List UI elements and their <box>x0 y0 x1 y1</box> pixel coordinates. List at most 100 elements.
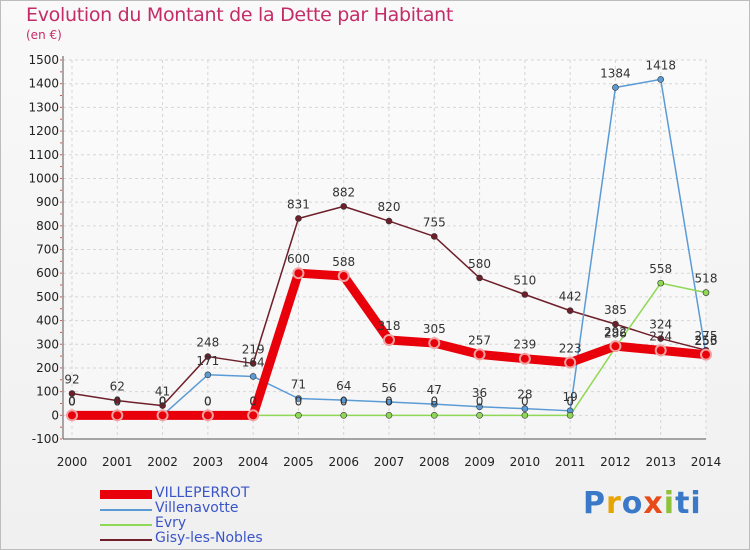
data-point <box>657 76 665 83</box>
legend-label: VILLEPERROT <box>155 485 250 501</box>
y-tick-label: 1400 <box>28 77 59 91</box>
data-label: 255 <box>695 334 718 348</box>
data-point <box>66 409 78 422</box>
data-point <box>518 352 531 365</box>
y-tick-label: 900 <box>36 195 59 209</box>
data-label: 47 <box>427 383 442 397</box>
legend-item: Evry <box>100 515 320 532</box>
x-tick-label: 2002 <box>147 455 178 469</box>
data-label: 0 <box>68 394 76 408</box>
data-point <box>521 291 529 298</box>
data-label: 0 <box>340 394 348 408</box>
data-label: 324 <box>649 318 672 332</box>
data-label: 305 <box>423 322 446 336</box>
x-tick-label: 2008 <box>419 455 450 469</box>
data-label: 518 <box>695 272 718 286</box>
data-label: 510 <box>513 274 536 288</box>
data-point <box>113 397 121 404</box>
data-point <box>473 348 486 361</box>
logo-letter: i <box>690 486 702 521</box>
y-tick-label: 600 <box>36 266 59 280</box>
data-point <box>430 412 438 419</box>
data-label: 92 <box>64 373 79 387</box>
legend-label: Villenavotte <box>155 500 239 516</box>
x-tick-label: 2014 <box>691 455 722 469</box>
y-tick-label: 1500 <box>28 53 59 67</box>
data-label: 0 <box>113 394 121 408</box>
data-label: 318 <box>378 319 401 333</box>
data-label: 36 <box>472 386 487 400</box>
data-point <box>201 409 214 422</box>
y-tick-label: 1300 <box>28 100 59 114</box>
legend-item: VILLEPERROT <box>100 485 320 502</box>
data-point <box>385 398 393 406</box>
data-label: 223 <box>559 341 582 355</box>
data-label: 580 <box>468 257 491 271</box>
x-tick-label: 2007 <box>374 455 405 469</box>
data-point <box>385 412 393 419</box>
y-tick-label: 1100 <box>28 148 59 162</box>
data-label: 0 <box>204 394 212 408</box>
legend-item: Villenavotte <box>100 500 320 517</box>
data-label: 0 <box>249 394 257 408</box>
data-point <box>295 412 302 419</box>
data-label: 219 <box>242 342 265 356</box>
x-tick-label: 2000 <box>57 455 88 469</box>
x-tick-label: 2004 <box>238 455 269 469</box>
data-point <box>612 84 619 91</box>
chart-title: Evolution du Montant de la Dette par Hab… <box>26 4 454 26</box>
data-label: 164 <box>242 355 265 369</box>
data-label: 41 <box>155 385 170 399</box>
data-label: 0 <box>249 394 257 408</box>
data-point <box>521 405 529 412</box>
data-point <box>609 340 622 353</box>
data-label: 19 <box>563 390 578 404</box>
data-label: 831 <box>287 197 310 211</box>
data-label: 0 <box>159 394 167 408</box>
x-tick-label: 2003 <box>193 455 224 469</box>
data-label: 1418 <box>645 58 676 72</box>
logo-letter: P <box>583 486 606 521</box>
data-label: 0 <box>68 394 76 408</box>
data-point <box>430 233 438 240</box>
legend-swatch <box>100 524 152 526</box>
data-label: 0 <box>113 394 121 408</box>
data-label: 274 <box>649 329 672 343</box>
data-label: 600 <box>287 252 310 266</box>
data-label: 1384 <box>600 66 631 80</box>
legend-swatch <box>100 509 152 511</box>
data-label: 171 <box>196 354 219 368</box>
logo-letter: o <box>621 486 644 521</box>
data-label: 0 <box>113 394 121 408</box>
data-point <box>654 344 667 357</box>
data-label: 0 <box>430 394 438 408</box>
legend-swatch <box>100 490 152 499</box>
x-tick-label: 2001 <box>102 455 133 469</box>
data-point <box>430 400 438 408</box>
data-label: 0 <box>521 394 529 408</box>
y-tick-label: 400 <box>36 314 59 328</box>
x-tick-label: 2006 <box>328 455 359 469</box>
data-point <box>428 337 441 350</box>
data-label: 56 <box>381 381 396 395</box>
data-label: 292 <box>604 325 627 339</box>
y-tick-label: -100 <box>32 432 59 446</box>
x-tick-label: 2011 <box>555 455 586 469</box>
data-label: 442 <box>559 290 582 304</box>
data-point <box>204 371 212 379</box>
proxiti-logo: Proxiti <box>583 486 702 521</box>
data-point <box>340 412 348 419</box>
logo-letter: r <box>606 486 622 521</box>
data-point <box>657 335 665 342</box>
data-label: 755 <box>423 215 446 229</box>
data-point <box>340 203 348 210</box>
y-tick-label: 1200 <box>28 124 59 138</box>
data-label: 820 <box>378 200 401 214</box>
data-point <box>383 333 395 346</box>
data-label: 0 <box>204 394 212 408</box>
data-point <box>337 270 350 283</box>
data-label: 0 <box>295 394 303 408</box>
data-point <box>340 396 348 404</box>
data-point <box>159 402 166 409</box>
